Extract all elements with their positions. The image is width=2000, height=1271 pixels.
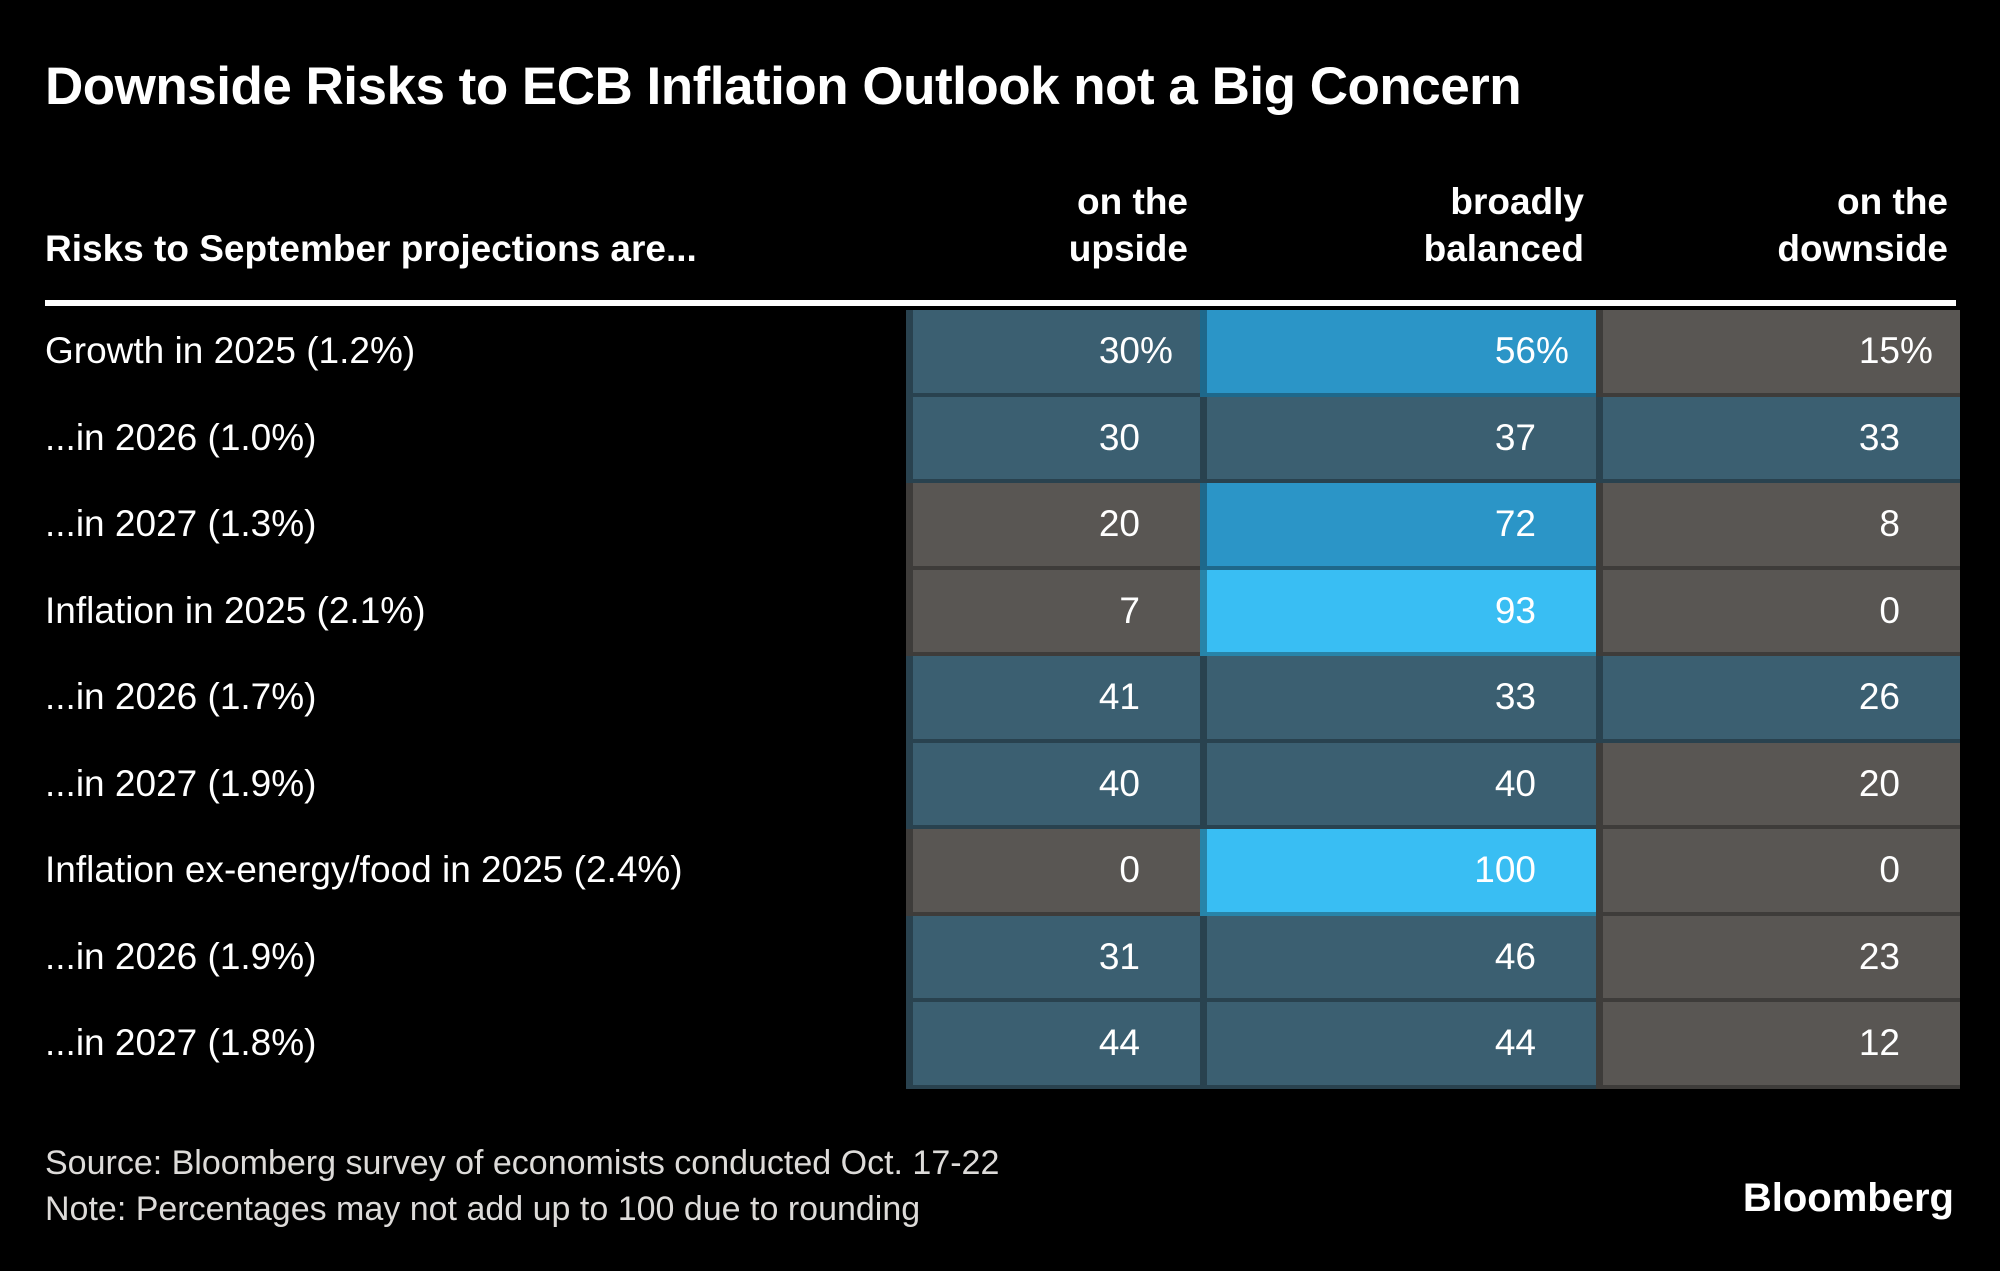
value-cell: 93 bbox=[1200, 569, 1596, 656]
value-cell: 72 bbox=[1200, 483, 1596, 570]
value-cell: 37 bbox=[1200, 396, 1596, 483]
value-cell: 56% bbox=[1200, 310, 1596, 397]
value-cell: 40 bbox=[1200, 742, 1596, 829]
row-label: ...in 2026 (1.0%) bbox=[45, 416, 317, 458]
row-label: ...in 2027 (1.3%) bbox=[45, 503, 317, 545]
value-cell: 44 bbox=[1200, 1002, 1596, 1089]
value-cell: 12 bbox=[1596, 1002, 1960, 1089]
chart-title: Downside Risks to ECB Inflation Outlook … bbox=[45, 57, 1522, 116]
value-cell: 0 bbox=[1596, 829, 1960, 916]
value-cell: 33 bbox=[1596, 396, 1960, 483]
value-cell: 30% bbox=[906, 310, 1200, 397]
value-cell: 40 bbox=[906, 742, 1200, 829]
value-cell: 20 bbox=[1596, 742, 1960, 829]
value-cell: 41 bbox=[906, 656, 1200, 743]
note-text: Note: Percentages may not add up to 100 … bbox=[45, 1190, 921, 1228]
row-label: Growth in 2025 (1.2%) bbox=[45, 330, 416, 372]
row-label: ...in 2027 (1.8%) bbox=[45, 1022, 317, 1064]
column-header-upside: on the upside bbox=[1068, 181, 1188, 269]
row-label: Inflation in 2025 (2.1%) bbox=[45, 589, 426, 631]
value-cell: 0 bbox=[1596, 569, 1960, 656]
table-header-row: Risks to September projections are... on… bbox=[45, 178, 1960, 272]
bloomberg-logo: Bloomberg bbox=[1742, 1176, 1954, 1220]
value-cell: 30 bbox=[906, 396, 1200, 483]
value-cell: 20 bbox=[906, 483, 1200, 570]
value-cell: 15% bbox=[1596, 310, 1960, 397]
source-text: Source: Bloomberg survey of economists c… bbox=[45, 1144, 1000, 1182]
footer: Source: Bloomberg survey of economists c… bbox=[45, 1140, 999, 1232]
row-header-label: Risks to September projections are... bbox=[45, 228, 697, 269]
row-label: Inflation ex-energy/food in 2025 (2.4%) bbox=[45, 849, 683, 891]
value-cell: 23 bbox=[1596, 915, 1960, 1002]
value-cell: 31 bbox=[906, 915, 1200, 1002]
value-cell: 8 bbox=[1596, 483, 1960, 570]
header-divider-rule bbox=[45, 300, 1956, 306]
row-label: ...in 2026 (1.9%) bbox=[45, 935, 317, 977]
value-cell: 46 bbox=[1200, 915, 1596, 1002]
value-cell: 0 bbox=[906, 829, 1200, 916]
row-label: ...in 2026 (1.7%) bbox=[45, 676, 317, 718]
value-cell: 44 bbox=[906, 1002, 1200, 1089]
column-header-balanced: broadly balanced bbox=[1423, 181, 1584, 269]
heatmap-table: Growth in 2025 (1.2%) 30% 56% 15% ...in 2026… bbox=[45, 310, 1960, 1089]
value-cell: 7 bbox=[906, 569, 1200, 656]
row-label: ...in 2027 (1.9%) bbox=[45, 762, 317, 804]
column-header-downside: on the downside bbox=[1777, 181, 1948, 269]
value-cell: 100 bbox=[1200, 829, 1596, 916]
value-cell: 26 bbox=[1596, 656, 1960, 743]
value-cell: 33 bbox=[1200, 656, 1596, 743]
